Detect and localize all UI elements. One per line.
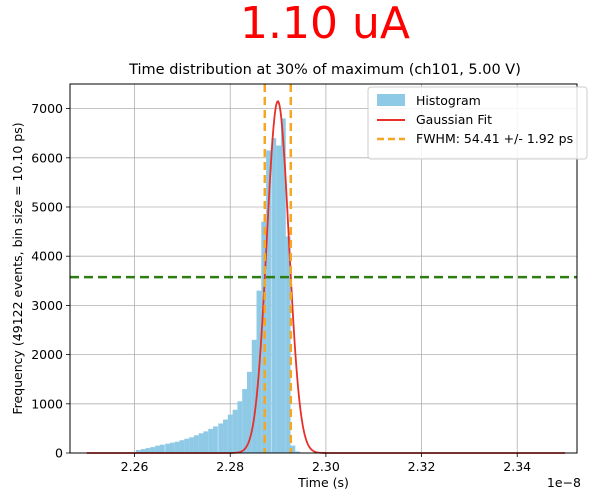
histogram-bar	[145, 448, 151, 453]
y-tick-label: 5000	[31, 200, 63, 215]
x-tick-label: 2.28	[216, 459, 244, 474]
histogram-bar	[285, 236, 291, 453]
x-tick-label: 2.30	[312, 459, 340, 474]
y-tick-label: 0	[55, 446, 63, 461]
plot-frame	[69, 83, 578, 454]
histogram-bar	[237, 401, 243, 453]
histogram-bar	[290, 445, 296, 453]
histogram-bar	[266, 150, 271, 454]
histogram-bar	[223, 419, 228, 453]
histogram-bar	[136, 450, 141, 453]
x-axis-offset-label: 1e−8	[547, 475, 581, 490]
histogram-bar	[193, 435, 199, 453]
legend-histogram-label: Histogram	[416, 93, 481, 108]
y-axis-label: Frequency (49122 events, bin size = 10.1…	[10, 122, 25, 414]
y-tick-label: 3000	[31, 298, 63, 313]
histogram-bar	[280, 118, 286, 453]
legend-box	[367, 86, 588, 160]
y-axis-ticks: 0 1000 2000 3000 4000 5000 6000 7000	[31, 101, 70, 461]
y-tick-label: 1000	[31, 396, 63, 411]
histogram-bar	[213, 426, 218, 453]
legend-fit-label: Gaussian Fit	[416, 112, 492, 127]
x-tick-label: 2.34	[503, 459, 531, 474]
y-tick-label: 2000	[31, 347, 63, 362]
histogram-bar	[218, 423, 224, 453]
chart-title: Time distribution at 30% of maximum (ch1…	[128, 62, 521, 78]
histogram-bar	[251, 339, 257, 453]
y-tick-label: 6000	[31, 150, 63, 165]
histogram-bar	[159, 444, 165, 453]
histogram-bar	[271, 138, 277, 453]
legend-histogram-swatch	[377, 94, 405, 106]
histogram-bar	[189, 437, 194, 453]
histogram-bar	[198, 433, 204, 453]
histogram-bar	[140, 449, 146, 453]
histogram-bar	[203, 431, 209, 453]
x-axis-ticks: 2.26 2.28 2.30 2.32 2.34	[121, 453, 531, 474]
y-tick-label: 7000	[31, 101, 63, 116]
histogram-bar	[155, 445, 160, 453]
histogram-bar	[184, 438, 190, 453]
current-label: 1.10 uA	[240, 0, 410, 49]
histogram-bar	[227, 414, 233, 453]
histogram-bar	[242, 389, 248, 453]
y-tick-label: 4000	[31, 249, 63, 264]
histogram-bar	[232, 409, 238, 453]
histogram-bar	[174, 441, 180, 453]
histogram-bars	[136, 118, 301, 454]
histogram-bar	[169, 442, 175, 453]
legend: Histogram Gaussian Fit FWHM: 54.41 +/- 1…	[367, 86, 588, 160]
x-axis-label: Time (s)	[297, 475, 349, 490]
histogram-bar	[179, 440, 185, 453]
histogram-bar	[276, 145, 281, 453]
histogram-bar	[246, 371, 252, 453]
histogram-bar	[295, 451, 301, 453]
x-tick-label: 2.32	[408, 459, 436, 474]
histogram-bar	[150, 447, 156, 453]
histogram-bar	[208, 428, 214, 453]
histogram-bar	[165, 443, 171, 453]
x-tick-label: 2.26	[121, 459, 149, 474]
legend-fwhm-label: FWHM: 54.41 +/- 1.92 ps	[416, 131, 573, 146]
